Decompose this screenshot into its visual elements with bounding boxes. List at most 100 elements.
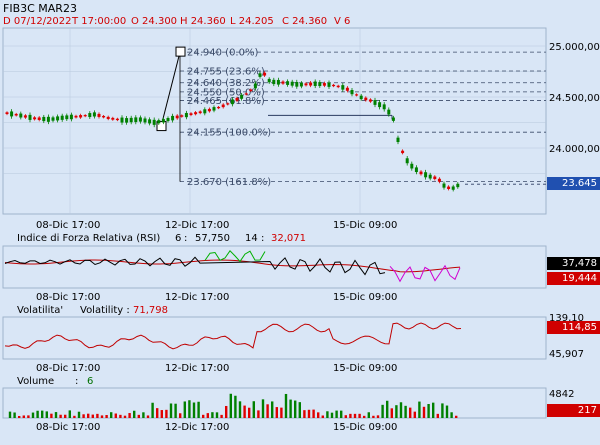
candle-body — [106, 116, 110, 119]
rsi-value1: 57,750 — [195, 233, 230, 244]
last-price-tag: 23.645 — [547, 177, 600, 190]
candle-body — [46, 116, 50, 122]
candle-body — [221, 104, 225, 108]
fib-level-label: 23.670 (161.8%) — [187, 177, 271, 188]
volume-bar — [436, 413, 439, 418]
candle-body — [332, 84, 336, 87]
volume-bar — [77, 411, 81, 418]
candle-body — [194, 112, 198, 115]
volume-bar — [441, 403, 444, 418]
candle-body — [437, 178, 441, 182]
fib-anchor-bottom[interactable] — [156, 121, 167, 132]
volume-bar — [289, 399, 292, 418]
volume-bar — [404, 405, 407, 418]
volume-bar — [169, 403, 173, 418]
volatility-tag: 114,85 — [547, 321, 600, 334]
candle-body — [14, 113, 18, 116]
candle-body — [111, 117, 115, 120]
candle-body — [336, 85, 340, 88]
candle-body — [368, 99, 372, 102]
candle-body — [451, 186, 455, 190]
volume-bar — [206, 413, 209, 418]
candle-body — [322, 83, 326, 86]
volume-bar — [353, 413, 357, 418]
bar-close: C 24.360 — [282, 16, 328, 27]
candle-body — [138, 117, 142, 122]
price-tick-label: 25.000,00 — [549, 42, 600, 53]
candle-body — [345, 87, 349, 91]
candle-body — [79, 115, 83, 118]
price-tick-label: 24.000,00 — [549, 144, 600, 155]
volume-bar — [133, 410, 136, 418]
candle-body — [5, 112, 9, 115]
volume-bar — [376, 415, 380, 418]
volume-bar — [450, 412, 453, 418]
volume-bar — [409, 407, 412, 418]
fibonacci-retracement[interactable]: 24.940 (0.0%) 24.755 (23.6%)24.640 (38.2%… — [156, 46, 546, 188]
fib-anchor-top[interactable] — [175, 46, 186, 57]
volume-bar — [363, 415, 366, 418]
volume-bar — [238, 401, 242, 418]
volume-bar — [123, 415, 127, 418]
volume-bar — [372, 415, 375, 418]
candle-body — [60, 115, 64, 120]
volume-bar — [31, 412, 35, 418]
volume-bar — [307, 409, 311, 418]
time-label-1d: 08-Dic 17:00 — [36, 422, 101, 433]
candle-body — [69, 114, 73, 120]
candle-body — [304, 83, 308, 86]
candle-body — [272, 79, 276, 85]
fib-level-label: 24.155 (100.0%) — [187, 128, 271, 139]
candle-body — [456, 183, 460, 188]
candle-body — [240, 94, 244, 99]
volume-bar — [41, 410, 44, 418]
fib-level-label: 24.755 (23.6%) — [187, 66, 265, 77]
volume-bar — [82, 414, 85, 418]
candle-body — [10, 111, 14, 117]
volume-bar — [252, 401, 255, 418]
volume-bar — [340, 410, 343, 418]
candle-body — [65, 115, 69, 120]
volume-bar — [422, 406, 426, 418]
volume-bar — [137, 414, 140, 418]
candle-body — [373, 100, 377, 105]
volume-bar — [275, 407, 278, 418]
candle-body — [102, 115, 106, 118]
time-label-3c: 15-Dic 09:00 — [333, 363, 398, 374]
candle-body — [318, 82, 322, 87]
candle-body — [428, 174, 432, 179]
candle-body — [217, 106, 221, 109]
time-label-3: 15-Dic 09:00 — [333, 220, 398, 231]
candle-body — [189, 113, 193, 116]
volume-bar — [91, 414, 94, 418]
candle-body — [92, 112, 96, 117]
time-label-2: 12-Dic 17:00 — [165, 220, 230, 231]
fib-level-label: 24.940 (0.0%) — [187, 48, 258, 59]
volume-bar — [146, 415, 150, 418]
candle-body — [56, 116, 60, 121]
candle-body — [157, 120, 161, 124]
volume-bar — [73, 415, 76, 418]
candle-body — [42, 116, 46, 122]
volatility-line — [4, 322, 462, 350]
volume-bar — [367, 412, 370, 418]
candle-body — [235, 98, 239, 101]
candle-body — [401, 150, 405, 154]
time-label-2c: 12-Dic 17:00 — [165, 363, 230, 374]
volume-bar — [54, 412, 58, 418]
candle-body — [387, 109, 391, 115]
candle-body — [180, 115, 184, 117]
candle-body — [263, 72, 267, 76]
candle-body — [359, 95, 363, 100]
fib-level-label: 24.465 (61.8%) — [187, 96, 265, 107]
volume-bar — [349, 413, 352, 418]
candle-body — [364, 97, 368, 101]
volume-bar — [59, 414, 62, 418]
volume-bar — [335, 410, 338, 418]
volume-bar — [128, 413, 131, 418]
volume-bar — [174, 403, 177, 418]
price-chart[interactable]: 24.940 (0.0%) 24.755 (23.6%)24.640 (38.2%… — [0, 0, 600, 235]
volume-bar — [234, 395, 237, 418]
candle-body — [414, 167, 418, 173]
